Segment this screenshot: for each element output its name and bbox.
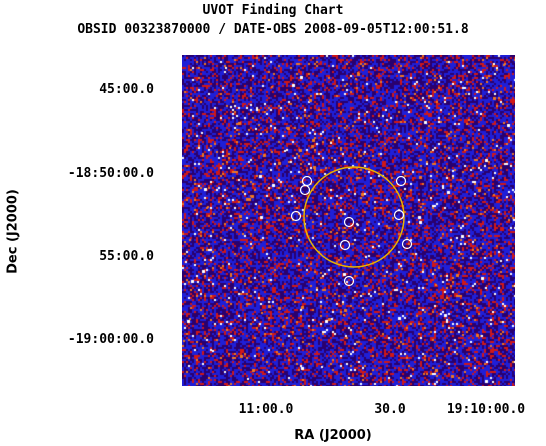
error-circle [303, 166, 405, 268]
source-marker[interactable] [401, 238, 413, 250]
source-markers [290, 175, 413, 287]
sky-image[interactable] [182, 55, 515, 386]
x-axis-label: RA (J2000) [294, 428, 372, 443]
chart-subtitle: OBSID 00323870000 / DATE-OBS 2008-09-05T… [77, 22, 469, 37]
source-marker[interactable] [290, 210, 302, 222]
dec-tick-label: -19:00:00.0 [67, 332, 154, 347]
source-marker[interactable] [339, 239, 351, 251]
dec-tick-label: 55:00.0 [99, 249, 154, 264]
source-marker[interactable] [343, 216, 355, 228]
ra-tick-label: 19:10:00.0 [446, 402, 526, 417]
overlay-layer [290, 166, 413, 287]
ra-tick-label: 11:00.0 [238, 402, 294, 417]
y-axis-label: Dec (J2000) [5, 189, 21, 274]
chart-title: UVOT Finding Chart [202, 3, 344, 18]
source-marker[interactable] [299, 184, 311, 196]
source-marker[interactable] [393, 209, 405, 221]
source-marker[interactable] [301, 175, 313, 187]
dec-tick-label: -18:50:00.0 [67, 166, 154, 181]
ra-tick-label: 30.0 [374, 402, 406, 417]
source-marker[interactable] [343, 275, 355, 287]
dec-tick-label: 45:00.0 [99, 82, 154, 97]
source-marker[interactable] [395, 175, 407, 187]
